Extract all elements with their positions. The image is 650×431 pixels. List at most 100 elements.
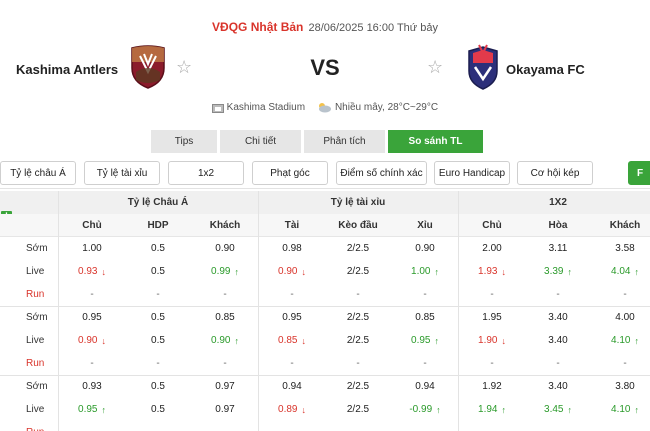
odds-cell[interactable]: - (327, 283, 389, 306)
odds-cell[interactable]: 0.85 ↓ (261, 329, 323, 352)
odds-cell[interactable]: 0.95 ↑ (61, 398, 123, 421)
odds-cell[interactable]: 0.5 (127, 237, 189, 260)
tab-odds-comparison[interactable]: So sánh TL (388, 130, 483, 153)
league-link[interactable]: VĐQG Nhật Bản (212, 20, 304, 34)
odds-cell[interactable]: 1.90 ↓ (461, 329, 523, 352)
odds-cell[interactable]: 0.5 (127, 398, 189, 421)
odds-cell[interactable]: - (527, 283, 589, 306)
odds-cell[interactable]: 4.04 ↑ (594, 260, 650, 283)
odds-cell[interactable]: 3.58 (594, 237, 650, 260)
odds-cell[interactable]: 1.94 ↑ (461, 398, 523, 421)
filter-1x2[interactable]: 1x2 (168, 161, 244, 185)
favorite-away-star-icon[interactable]: ☆ (427, 57, 444, 77)
odds-cell[interactable]: 0.90 ↓ (61, 329, 123, 352)
column-divider (458, 191, 459, 431)
odds-cell[interactable]: 0.5 (127, 260, 189, 283)
odds-cell[interactable]: - (127, 352, 189, 375)
odds-cell[interactable]: - (594, 352, 650, 375)
odds-value: - (423, 358, 427, 369)
odds-value: 0.99 (211, 266, 231, 277)
odds-cell[interactable]: 0.98 (261, 237, 323, 260)
odds-cell[interactable]: 0.90 (194, 237, 256, 260)
odds-cell[interactable]: 0.94 (261, 375, 323, 398)
odds-cell[interactable]: 0.5 (127, 375, 189, 398)
filter-more-button[interactable]: F (628, 161, 650, 185)
row-label[interactable]: Run (26, 358, 45, 369)
odds-cell[interactable]: 0.93 (61, 375, 123, 398)
odds-cell[interactable]: - (127, 283, 189, 306)
odds-cell[interactable]: 1.00 ↑ (394, 260, 456, 283)
arrow-down-icon: ↓ (501, 335, 506, 346)
odds-cell[interactable]: 0.85 (394, 306, 456, 329)
odds-cell[interactable]: -0.99 ↑ (394, 398, 456, 421)
odds-cell[interactable]: - (461, 352, 523, 375)
odds-cell[interactable]: 0.93 ↓ (61, 260, 123, 283)
odds-cell[interactable]: 0.94 (394, 375, 456, 398)
row-label[interactable]: Run (26, 289, 45, 300)
odds-cell[interactable]: 4.10 ↑ (594, 398, 650, 421)
filter-euro-handicap[interactable]: Euro Handicap (434, 161, 510, 185)
odds-cell[interactable]: 1.00 (61, 237, 123, 260)
tab-tips[interactable]: Tips (151, 130, 217, 153)
odds-cell[interactable]: 0.97 (194, 375, 256, 398)
odds-cell[interactable]: 2/2.5 (327, 398, 389, 421)
odds-cell[interactable]: - (261, 283, 323, 306)
favorite-home-star-icon[interactable]: ☆ (176, 57, 193, 77)
arrow-down-icon: ↓ (301, 404, 306, 415)
odds-cell[interactable]: 0.95 (261, 306, 323, 329)
odds-cell[interactable]: 2/2.5 (327, 306, 389, 329)
odds-cell[interactable]: - (61, 352, 123, 375)
odds-cell[interactable]: 3.40 (527, 329, 589, 352)
odds-cell[interactable]: 3.45 ↑ (527, 398, 589, 421)
home-team-name[interactable]: Kashima Antlers (16, 62, 119, 77)
odds-cell[interactable]: - (194, 352, 256, 375)
odds-cell[interactable]: - (327, 352, 389, 375)
odds-cell[interactable]: - (261, 352, 323, 375)
odds-cell[interactable]: 0.90 ↑ (194, 329, 256, 352)
odds-cell[interactable]: - (394, 352, 456, 375)
odds-cell[interactable]: 2/2.5 (327, 260, 389, 283)
odds-cell[interactable]: 2/2.5 (327, 329, 389, 352)
odds-cell[interactable]: 4.00 (594, 306, 650, 329)
odds-cell[interactable]: 2.00 (461, 237, 523, 260)
odds-cell[interactable]: 1.92 (461, 375, 523, 398)
odds-cell[interactable]: 0.97 (194, 398, 256, 421)
odds-cell[interactable]: 3.11 (527, 237, 589, 260)
odds-cell[interactable]: - (594, 283, 650, 306)
odds-cell[interactable]: 3.39 ↑ (527, 260, 589, 283)
home-team-logo[interactable] (124, 42, 172, 90)
tab-details[interactable]: Chi tiết (220, 130, 301, 153)
odds-cell[interactable]: - (194, 283, 256, 306)
odds-cell[interactable]: 2/2.5 (327, 237, 389, 260)
odds-cell[interactable]: 0.5 (127, 329, 189, 352)
odds-cell[interactable]: 0.5 (127, 306, 189, 329)
odds-cell[interactable]: 2/2.5 (327, 375, 389, 398)
odds-cell[interactable]: 0.89 ↓ (261, 398, 323, 421)
odds-cell[interactable]: 1.93 ↓ (461, 260, 523, 283)
odds-cell[interactable]: 0.99 ↑ (194, 260, 256, 283)
odds-cell[interactable]: 3.40 (527, 375, 589, 398)
odds-cell[interactable]: - (527, 352, 589, 375)
odds-cell[interactable]: 3.40 (527, 306, 589, 329)
tab-analysis[interactable]: Phân tích (304, 130, 385, 153)
filter-double-chance[interactable]: Cơ hội kép (517, 161, 593, 185)
odds-cell[interactable]: - (461, 283, 523, 306)
filter-correct-score[interactable]: Điểm số chính xác (336, 161, 427, 185)
odds-cell[interactable]: 0.85 (194, 306, 256, 329)
odds-cell[interactable]: - (394, 283, 456, 306)
away-team-name[interactable]: Okayama FC (506, 62, 585, 77)
away-team-logo[interactable] (459, 43, 507, 91)
odds-cell[interactable]: 4.10 ↑ (594, 329, 650, 352)
odds-cell[interactable]: 1.95 (461, 306, 523, 329)
odds-cell[interactable]: 0.90 (394, 237, 456, 260)
odds-value: 0.95 (282, 312, 302, 323)
filter-corners[interactable]: Phạt góc (252, 161, 328, 185)
odds-cell[interactable]: 0.90 ↓ (261, 260, 323, 283)
odds-cell[interactable]: 0.95 (61, 306, 123, 329)
row-label[interactable]: Run (0, 421, 58, 431)
filter-over-under[interactable]: Tỷ lệ tài xỉu (84, 161, 160, 185)
odds-cell[interactable]: 0.95 ↑ (394, 329, 456, 352)
odds-cell[interactable]: 3.80 (594, 375, 650, 398)
filter-asian-handicap[interactable]: Tỷ lệ châu Á (0, 161, 76, 185)
odds-cell[interactable]: - (61, 283, 123, 306)
